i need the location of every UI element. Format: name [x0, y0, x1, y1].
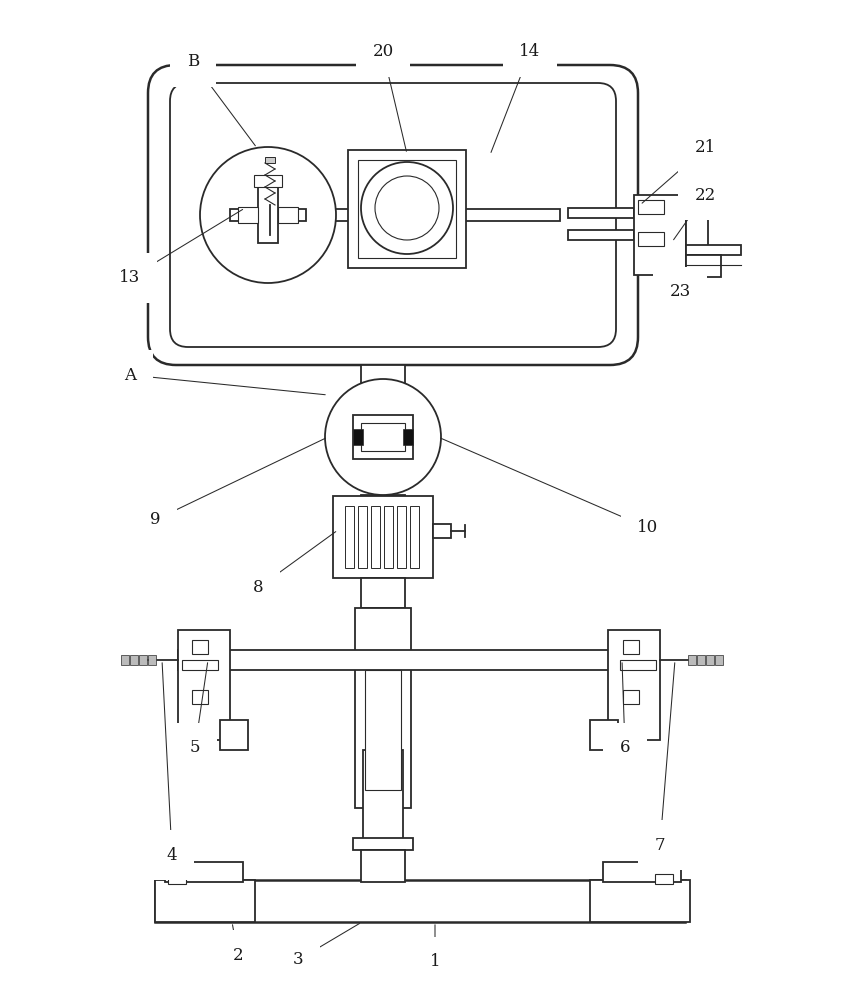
- Bar: [403, 429, 413, 445]
- Bar: [634, 195, 686, 275]
- Circle shape: [374, 671, 392, 689]
- Bar: [358, 506, 367, 568]
- Bar: [361, 850, 405, 882]
- Bar: [155, 880, 685, 922]
- Text: 9: 9: [150, 512, 160, 528]
- Text: 20: 20: [373, 43, 394, 60]
- Text: 21: 21: [695, 139, 716, 156]
- Bar: [568, 230, 634, 240]
- Bar: [178, 650, 638, 670]
- Bar: [686, 255, 721, 277]
- Bar: [130, 655, 138, 665]
- Bar: [278, 207, 298, 223]
- Bar: [363, 750, 403, 840]
- Circle shape: [375, 176, 439, 240]
- Text: 10: 10: [638, 520, 659, 536]
- Bar: [230, 209, 560, 221]
- Bar: [686, 215, 708, 255]
- Bar: [165, 862, 243, 882]
- Text: 22: 22: [695, 186, 716, 204]
- Bar: [608, 630, 660, 740]
- Text: 4: 4: [167, 846, 177, 863]
- Text: 5: 5: [190, 740, 200, 756]
- Bar: [353, 838, 413, 850]
- Text: 8: 8: [252, 580, 263, 596]
- Text: 7: 7: [655, 836, 665, 854]
- Bar: [638, 200, 664, 214]
- Bar: [361, 365, 405, 400]
- Bar: [358, 160, 456, 258]
- Bar: [715, 655, 723, 665]
- Bar: [355, 608, 411, 808]
- Bar: [686, 245, 741, 255]
- Bar: [688, 655, 696, 665]
- Bar: [384, 506, 393, 568]
- Bar: [182, 660, 218, 670]
- Bar: [706, 655, 714, 665]
- Text: 2: 2: [233, 946, 243, 964]
- Text: 1: 1: [429, 954, 440, 970]
- Bar: [139, 655, 147, 665]
- Bar: [353, 415, 413, 459]
- Bar: [623, 640, 639, 654]
- Text: 3: 3: [293, 952, 303, 968]
- Bar: [348, 150, 466, 268]
- FancyBboxPatch shape: [148, 65, 638, 365]
- Bar: [192, 690, 208, 704]
- Bar: [178, 630, 230, 740]
- Bar: [697, 655, 705, 665]
- Text: 13: 13: [119, 269, 141, 286]
- Bar: [155, 880, 255, 922]
- Text: A: A: [124, 366, 136, 383]
- Bar: [333, 496, 433, 578]
- FancyBboxPatch shape: [170, 83, 616, 347]
- Bar: [361, 423, 405, 451]
- Bar: [265, 157, 275, 163]
- Bar: [655, 874, 673, 884]
- Bar: [603, 862, 681, 882]
- Circle shape: [361, 162, 453, 254]
- Bar: [568, 208, 634, 218]
- Bar: [590, 720, 618, 750]
- Bar: [345, 506, 354, 568]
- Bar: [410, 506, 419, 568]
- Bar: [121, 655, 129, 665]
- Bar: [148, 655, 156, 665]
- Bar: [238, 207, 258, 223]
- Circle shape: [325, 379, 441, 495]
- Bar: [365, 670, 401, 790]
- Bar: [590, 880, 690, 922]
- Bar: [620, 660, 656, 670]
- Bar: [258, 183, 278, 243]
- Circle shape: [200, 147, 336, 283]
- Bar: [397, 506, 406, 568]
- Bar: [230, 209, 306, 221]
- Bar: [361, 495, 405, 520]
- Bar: [254, 175, 282, 187]
- Bar: [353, 429, 363, 445]
- Bar: [168, 874, 186, 884]
- Bar: [192, 640, 208, 654]
- Text: 6: 6: [620, 740, 630, 756]
- Bar: [371, 506, 380, 568]
- Text: 23: 23: [669, 284, 690, 300]
- Bar: [433, 524, 451, 538]
- Bar: [623, 690, 639, 704]
- Text: 14: 14: [519, 43, 540, 60]
- Bar: [638, 232, 664, 246]
- Bar: [220, 720, 248, 750]
- Text: B: B: [187, 53, 199, 70]
- Bar: [361, 578, 405, 608]
